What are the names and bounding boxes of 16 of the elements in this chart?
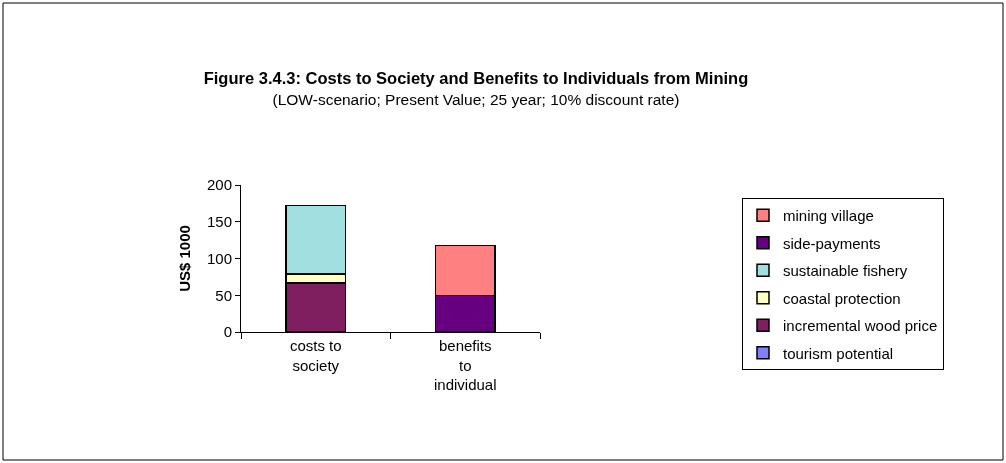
legend-label: incremental wood price bbox=[783, 317, 938, 335]
y-tick-label: 200 bbox=[206, 176, 232, 194]
legend-label: coastal protection bbox=[783, 289, 901, 307]
chart-title: Figure 3.4.3: Costs to Society and Benefits to Individuals from Mining bbox=[203, 69, 749, 87]
legend-label: mining village bbox=[783, 207, 874, 225]
y-tick-label: 0 bbox=[223, 323, 232, 341]
y-tick-label: 150 bbox=[206, 213, 232, 230]
y-axis-title: US$ 1000 bbox=[176, 225, 194, 292]
legend-label: sustainable fishery bbox=[783, 262, 908, 280]
legend-label: tourism potential bbox=[783, 344, 894, 362]
y-tick-label: 100 bbox=[206, 249, 232, 267]
legend-label: side-payments bbox=[783, 234, 881, 252]
x-tick-label: benefits to individual bbox=[433, 337, 497, 393]
y-tick-label: 50 bbox=[215, 286, 232, 304]
x-tick-label: costs to society bbox=[289, 337, 342, 374]
chart-subtitle: (LOW-scenario; Present Value; 25 year; 10% discount rate) bbox=[272, 91, 680, 109]
